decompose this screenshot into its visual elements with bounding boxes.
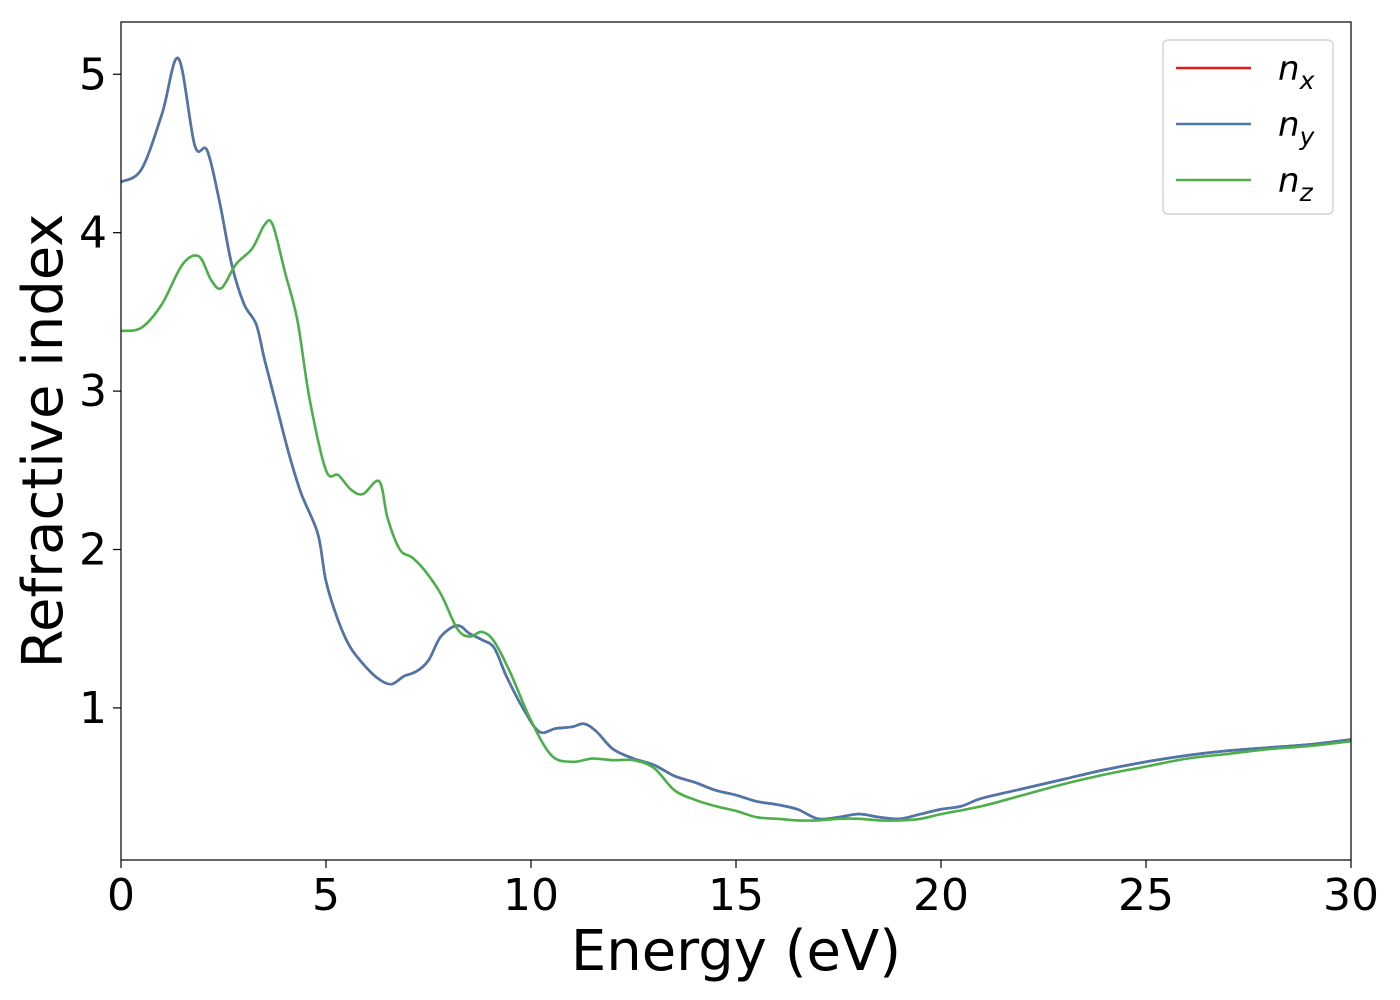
- series-layer: [120, 57, 1352, 822]
- x-tick-label: 25: [1118, 870, 1174, 921]
- x-tick-label: 0: [107, 870, 135, 921]
- legend-label-x: nx: [1278, 49, 1315, 95]
- x-axis-label: Energy (eV): [571, 919, 901, 984]
- x-tick-label: 5: [312, 870, 340, 921]
- x-tick-label: 30: [1323, 870, 1379, 921]
- series-line-y: [120, 57, 1352, 821]
- y-axis-label: Refractive index: [11, 214, 76, 669]
- x-tick-label: 10: [503, 870, 559, 921]
- legend-label-y: ny: [1278, 105, 1316, 151]
- legend-box: [1162, 39, 1334, 215]
- legend: nx ny nz: [1162, 39, 1334, 215]
- x-tick-label: 15: [708, 870, 764, 921]
- legend-label-z: nz: [1278, 161, 1314, 207]
- x-axis-ticks: 0 5 10 15 20 25 30: [107, 860, 1379, 921]
- y-tick-label: 1: [79, 683, 107, 734]
- x-tick-label: 20: [913, 870, 969, 921]
- y-tick-label: 5: [79, 49, 107, 100]
- y-tick-label: 2: [79, 525, 107, 576]
- y-tick-label: 4: [79, 208, 107, 259]
- series-line-z: [120, 218, 1352, 822]
- y-tick-label: 3: [79, 366, 107, 417]
- y-axis-ticks: 1 2 3 4 5: [79, 49, 121, 734]
